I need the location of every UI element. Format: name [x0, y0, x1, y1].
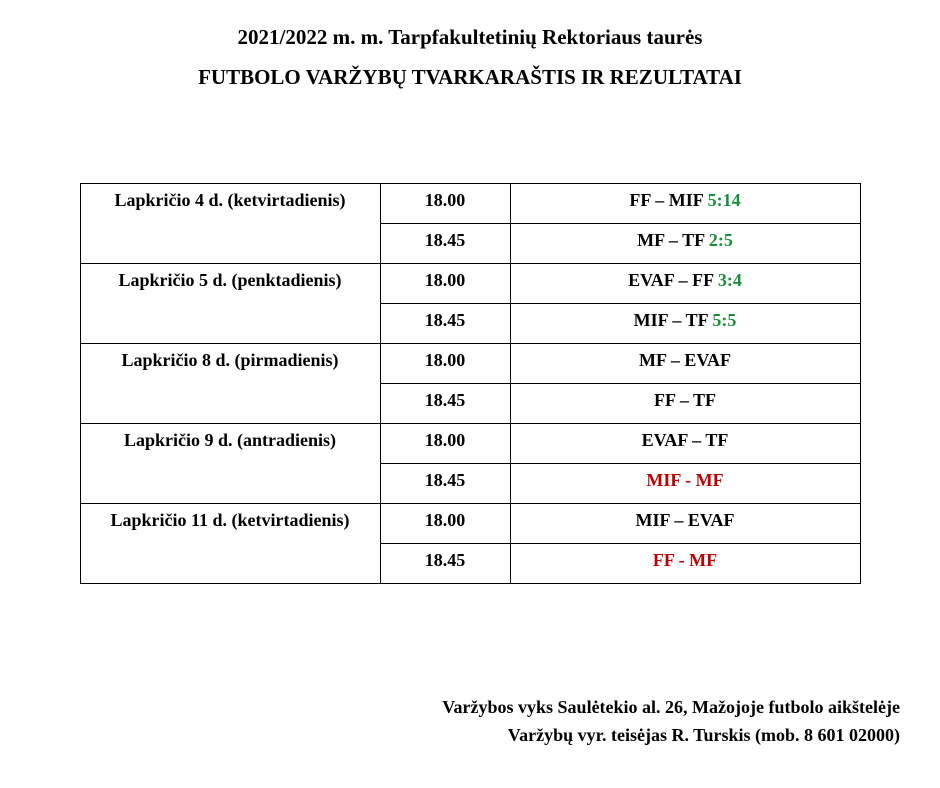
date-cell: Lapkričio 9 d. (antradienis) [80, 423, 380, 503]
score-text: 2:5 [709, 230, 733, 250]
time-cell: 18.45 [380, 223, 510, 263]
score-text: 3:4 [718, 270, 742, 290]
match-cell: MF – EVAF [510, 343, 860, 383]
time-cell: 18.45 [380, 463, 510, 503]
footer-line-1: Varžybos vyks Saulėtekio al. 26, Mažojoj… [442, 694, 900, 722]
time-cell: 18.00 [380, 503, 510, 543]
footer-line-2: Varžybų vyr. teisėjas R. Turskis (mob. 8… [442, 722, 900, 750]
footer-block: Varžybos vyks Saulėtekio al. 26, Mažojoj… [442, 694, 900, 750]
match-cell: EVAF – FF 3:4 [510, 263, 860, 303]
time-cell: 18.45 [380, 303, 510, 343]
date-cell: Lapkričio 4 d. (ketvirtadienis) [80, 183, 380, 263]
time-cell: 18.00 [380, 263, 510, 303]
match-cell: FF – MIF 5:14 [510, 183, 860, 223]
match-cell: MIF – EVAF [510, 503, 860, 543]
table-row: Lapkričio 5 d. (penktadienis)18.00EVAF –… [80, 263, 860, 303]
match-text: FF – TF [654, 390, 716, 410]
match-text: MIF – TF [634, 310, 713, 330]
time-cell: 18.00 [380, 343, 510, 383]
table-row: Lapkričio 4 d. (ketvirtadienis)18.00FF –… [80, 183, 860, 223]
score-text: 5:14 [708, 190, 741, 210]
match-text: MIF – EVAF [636, 510, 735, 530]
time-cell: 18.00 [380, 423, 510, 463]
match-cell: FF – TF [510, 383, 860, 423]
match-cell: MIF – TF 5:5 [510, 303, 860, 343]
time-cell: 18.00 [380, 183, 510, 223]
match-cell: FF - MF [510, 543, 860, 583]
match-cell: MF – TF 2:5 [510, 223, 860, 263]
match-text: FF - MF [653, 550, 717, 570]
title-block: 2021/2022 m. m. Tarpfakultetinių Rektori… [40, 18, 900, 98]
match-text: MIF - MF [646, 470, 723, 490]
time-cell: 18.45 [380, 383, 510, 423]
date-cell: Lapkričio 5 d. (penktadienis) [80, 263, 380, 343]
match-text: FF – MIF [629, 190, 707, 210]
table-row: Lapkričio 9 d. (antradienis)18.00EVAF – … [80, 423, 860, 463]
match-cell: MIF - MF [510, 463, 860, 503]
time-cell: 18.45 [380, 543, 510, 583]
match-text: MF – TF [637, 230, 709, 250]
title-line-1: 2021/2022 m. m. Tarpfakultetinių Rektori… [40, 18, 900, 58]
date-cell: Lapkričio 11 d. (ketvirtadienis) [80, 503, 380, 583]
schedule-table: Lapkričio 4 d. (ketvirtadienis)18.00FF –… [80, 183, 861, 584]
table-row: Lapkričio 11 d. (ketvirtadienis)18.00MIF… [80, 503, 860, 543]
match-text: EVAF – FF [628, 270, 718, 290]
score-text: 5:5 [712, 310, 736, 330]
title-line-2: FUTBOLO VARŽYBŲ TVARKARAŠTIS IR REZULTAT… [40, 58, 900, 98]
match-text: EVAF – TF [642, 430, 729, 450]
match-text: MF – EVAF [639, 350, 731, 370]
date-cell: Lapkričio 8 d. (pirmadienis) [80, 343, 380, 423]
match-cell: EVAF – TF [510, 423, 860, 463]
table-row: Lapkričio 8 d. (pirmadienis)18.00MF – EV… [80, 343, 860, 383]
